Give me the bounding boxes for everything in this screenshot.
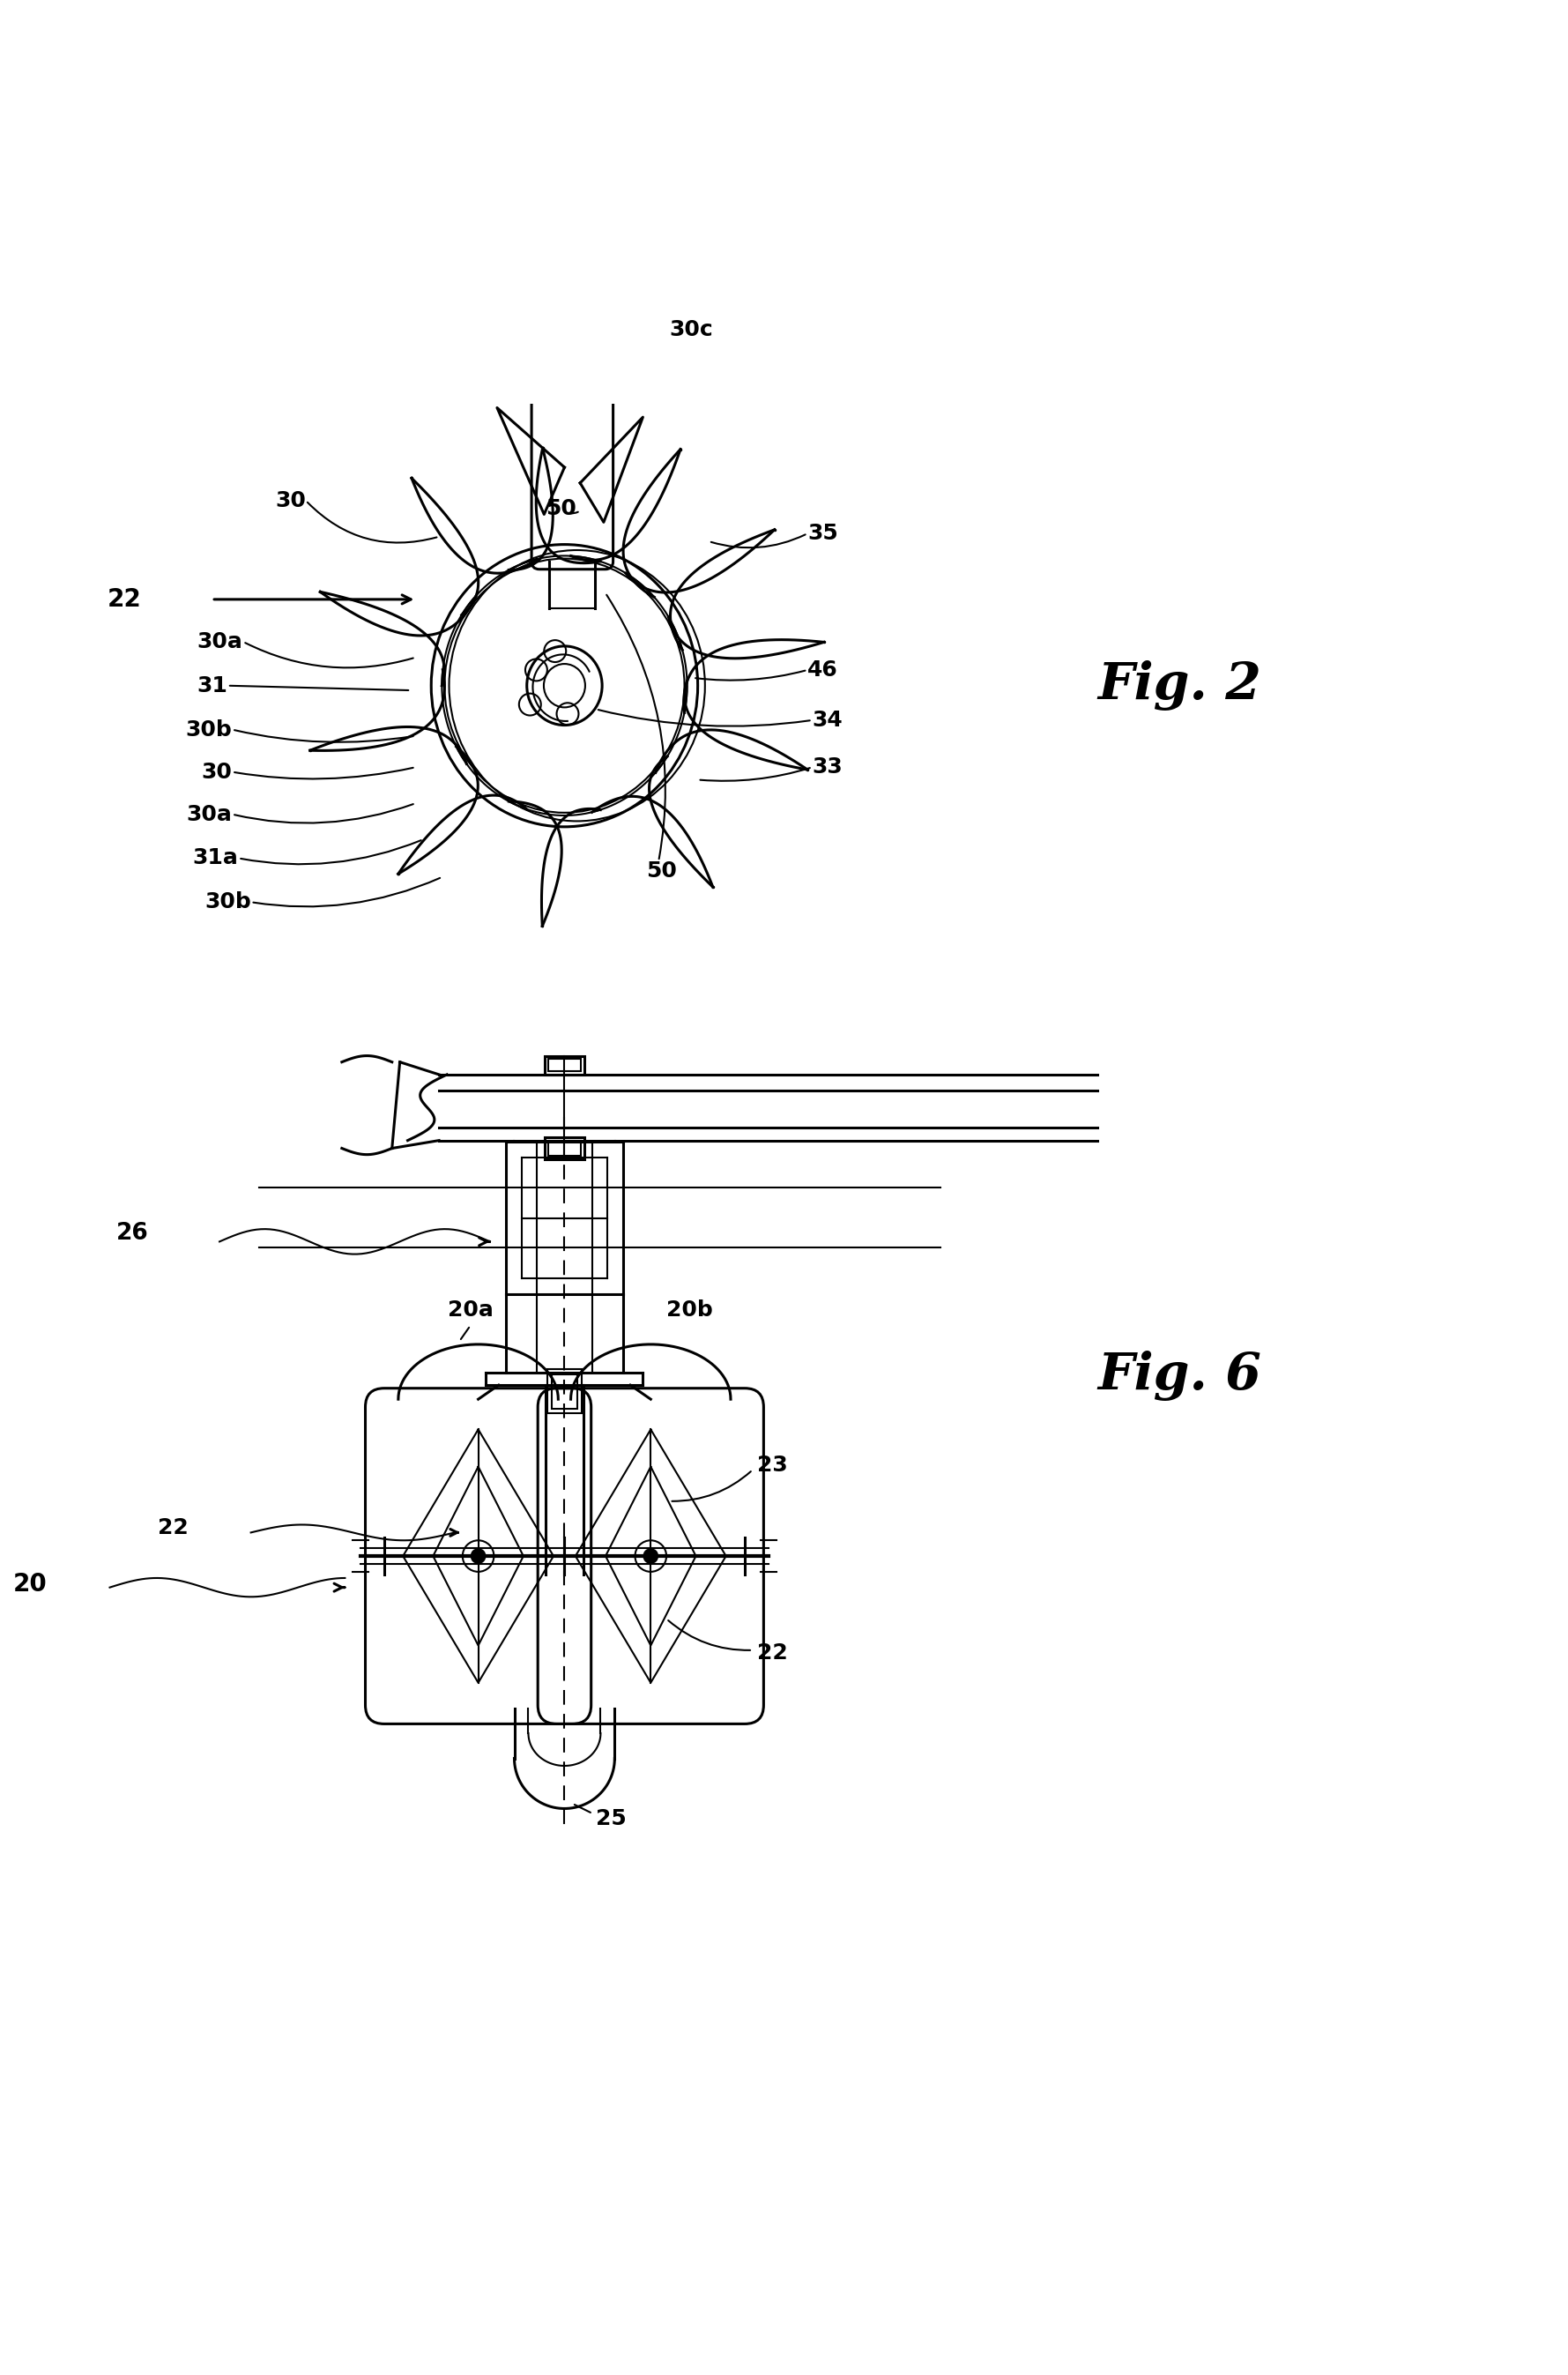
Bar (544, 1138, 583, 1159)
Text: 35: 35 (808, 522, 839, 544)
Bar (547, 1140, 580, 1157)
Text: 23: 23 (757, 1454, 789, 1475)
Text: 30c: 30c (670, 318, 713, 340)
Text: 26: 26 (116, 1223, 149, 1245)
Text: 30a: 30a (187, 803, 232, 824)
Text: 20a: 20a (447, 1299, 494, 1321)
Text: Fig. 6: Fig. 6 (1098, 1351, 1261, 1401)
Text: 25: 25 (596, 1807, 627, 1829)
Text: 46: 46 (808, 660, 839, 682)
Text: 50: 50 (546, 499, 577, 520)
Text: 30b: 30b (204, 891, 251, 912)
Bar (544, 1057, 583, 1074)
Text: 31: 31 (196, 674, 227, 696)
Bar (547, 1370, 582, 1413)
Text: 30: 30 (201, 762, 232, 781)
Text: 33: 33 (812, 758, 844, 777)
Text: 34: 34 (812, 710, 844, 732)
Bar (552, 1375, 577, 1408)
Text: Fig. 2: Fig. 2 (1098, 660, 1261, 710)
Text: 22: 22 (757, 1644, 789, 1665)
Circle shape (470, 1548, 486, 1563)
Text: 31a: 31a (193, 848, 238, 869)
Text: 50: 50 (646, 860, 677, 881)
Text: 20b: 20b (666, 1299, 713, 1321)
Text: 22: 22 (107, 587, 141, 613)
Circle shape (643, 1548, 659, 1563)
Text: 30: 30 (274, 489, 306, 511)
Bar (547, 1059, 580, 1071)
Text: 30a: 30a (198, 632, 243, 653)
Text: 30b: 30b (185, 720, 232, 741)
Text: 20: 20 (13, 1572, 47, 1596)
Text: 22: 22 (157, 1518, 188, 1539)
